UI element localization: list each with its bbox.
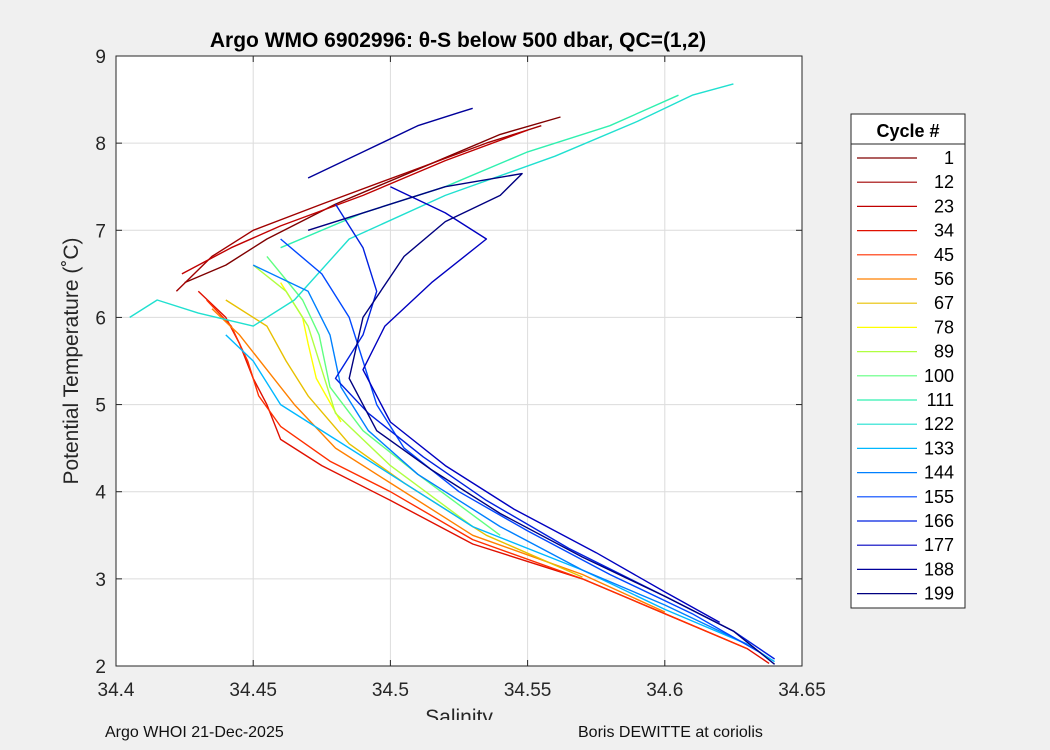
x-tick-label: 34.6 <box>646 680 683 701</box>
x-tick-label: 34.5 <box>372 680 409 701</box>
legend-title: Cycle # <box>876 121 939 141</box>
x-tick-label: 34.55 <box>504 680 552 701</box>
legend-label: 188 <box>924 559 954 579</box>
chart-title: Argo WMO 6902996: θ-S below 500 dbar, QC… <box>210 29 706 52</box>
plot-area <box>116 56 802 666</box>
x-axis-label: Salinity <box>425 706 493 720</box>
series-line-cycle-199 <box>307 172 776 665</box>
legend-label: 199 <box>924 584 954 604</box>
legend-label: 122 <box>924 414 954 434</box>
series-line-cycle-122 <box>129 83 734 327</box>
y-tick-label: 9 <box>95 47 106 68</box>
legend-label: 133 <box>924 438 954 458</box>
x-tick-label: 34.45 <box>229 680 277 701</box>
legend-label: 177 <box>924 535 954 555</box>
series-line-cycle-177 <box>362 186 721 624</box>
axes-box <box>115 55 803 667</box>
legend-label: 56 <box>934 269 954 289</box>
series-line-cycle-45 <box>206 299 748 650</box>
y-tick-label: 7 <box>95 221 106 242</box>
legend-label: 45 <box>934 245 954 265</box>
series-line-cycle-12 <box>175 125 542 292</box>
y-tick-label: 8 <box>95 134 106 155</box>
legend-label: 166 <box>924 511 954 531</box>
tick-marks <box>115 55 803 667</box>
x-tick-label: 34.4 <box>98 680 135 701</box>
legend-label: 23 <box>934 196 954 216</box>
series-line-cycle-133 <box>225 334 775 663</box>
y-tick-label: 4 <box>95 483 106 504</box>
legend-label: 111 <box>927 390 954 410</box>
legend-label: 67 <box>934 293 954 313</box>
legend-label: 144 <box>924 463 954 483</box>
y-axis-label: Potential Temperature (˚C) <box>60 237 83 484</box>
footer-author: Boris DEWITTE at coriolis <box>578 724 763 741</box>
x-tick-label: 34.65 <box>778 680 826 701</box>
footer-source: Argo WHOI 21-Dec-2025 <box>105 724 284 741</box>
series-line-cycle-111 <box>280 94 679 249</box>
series-line-cycle-144 <box>252 264 748 645</box>
legend: Cycle # 1 12 23 34 45 56 67 78 89 100 111 122 133 144… <box>850 113 966 609</box>
legend-label: 34 <box>934 221 954 241</box>
series-line-cycle-188 <box>307 107 473 179</box>
series-line-cycle-89 <box>252 264 474 528</box>
y-tick-label: 6 <box>95 308 106 329</box>
legend-label: 1 <box>944 148 954 168</box>
legend-box <box>850 113 966 609</box>
y-tick-label: 3 <box>95 570 106 591</box>
series-line-cycle-23 <box>181 129 528 275</box>
legend-label: 155 <box>924 487 954 507</box>
tick-labels: 34.4 34.45 34.5 34.55 34.6 34.65 2 3 4 5 6 7 8 9 <box>95 47 825 701</box>
legend-label: 89 <box>934 342 954 362</box>
series-line-cycle-155 <box>280 238 762 654</box>
y-tick-label: 2 <box>95 657 106 678</box>
legend-label: 12 <box>934 172 954 192</box>
y-tick-label: 5 <box>95 396 106 417</box>
series-layer <box>129 83 776 665</box>
legend-entries: 1 12 23 34 45 56 67 78 89 100 111 122 133 144 155 166 17… <box>857 148 954 604</box>
legend-label: 78 <box>934 317 954 337</box>
legend-label: 100 <box>924 366 954 386</box>
